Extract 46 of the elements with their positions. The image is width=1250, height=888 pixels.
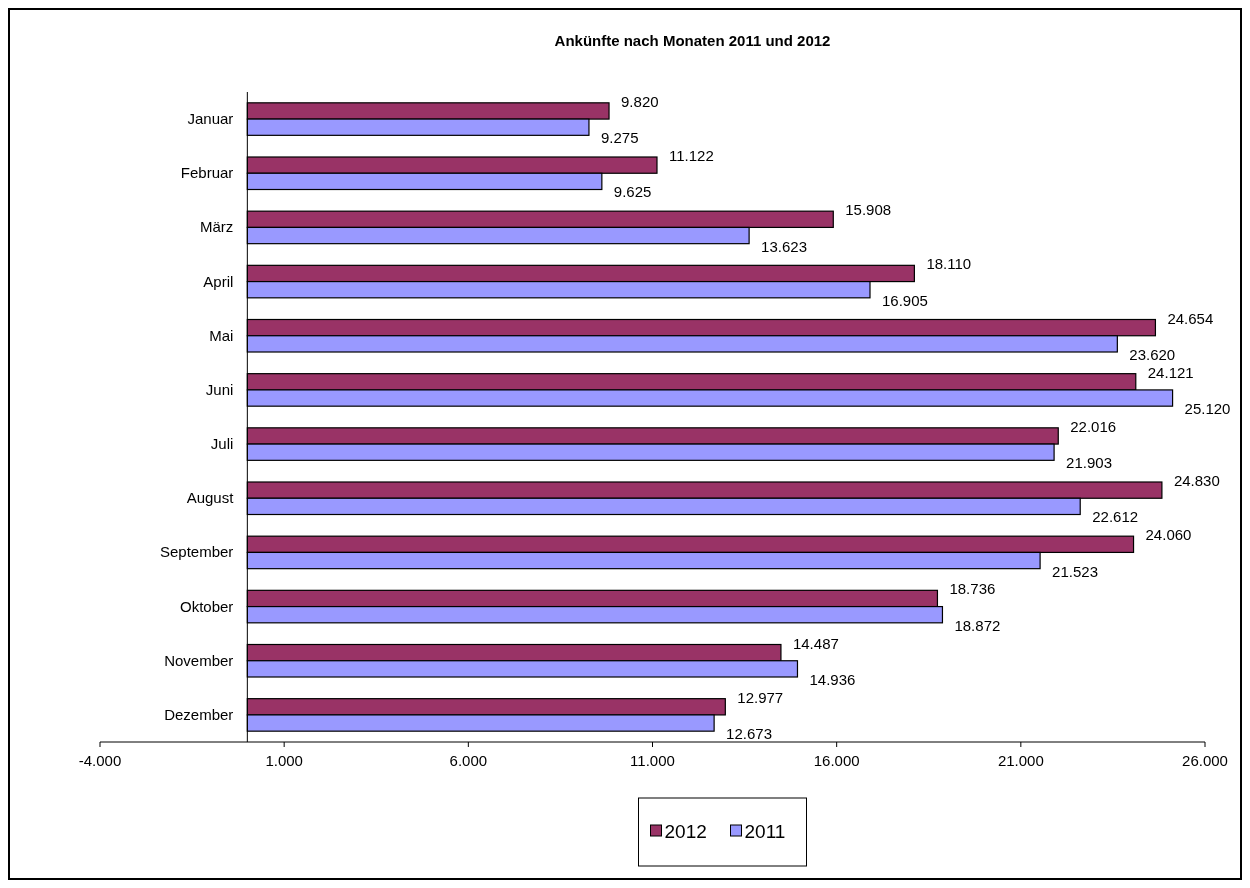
data-label: 9.820 xyxy=(621,92,659,110)
data-label: 25.120 xyxy=(1184,400,1231,418)
y-tick-label: November xyxy=(164,651,234,669)
legend-label: 2012 xyxy=(664,821,707,842)
y-tick-label: Januar xyxy=(187,110,234,128)
x-tick-label: -4.000 xyxy=(78,752,122,769)
chart-title: Ankünfte nach Monaten 2011 und 2012 xyxy=(554,32,831,49)
data-label: 23.620 xyxy=(1129,345,1176,363)
data-label: 18.872 xyxy=(954,616,1001,634)
y-tick-label: Oktober xyxy=(179,597,234,615)
data-label: 14.487 xyxy=(792,634,839,652)
y-tick-label: Mai xyxy=(209,326,234,344)
y-tick-label: Juni xyxy=(205,380,234,398)
legend-label: 2011 xyxy=(744,821,786,842)
data-label: 11.122 xyxy=(668,147,714,165)
data-label: 22.612 xyxy=(1092,508,1139,526)
y-tick-label: April xyxy=(203,272,234,290)
x-tick-label: 1.000 xyxy=(265,752,303,769)
x-tick-label: 16.000 xyxy=(813,752,860,769)
data-label: 21.523 xyxy=(1052,562,1098,580)
x-tick-label: 21.000 xyxy=(997,752,1044,769)
y-tick-label: Februar xyxy=(180,164,234,182)
data-label: 16.905 xyxy=(882,291,928,309)
data-label: 24.654 xyxy=(1167,309,1214,327)
data-label: 13.623 xyxy=(761,237,807,255)
x-tick-label: 26.000 xyxy=(1182,752,1228,769)
data-label: 24.830 xyxy=(1173,472,1220,490)
data-label: 12.673 xyxy=(726,725,773,743)
data-label: 9.275 xyxy=(600,129,639,147)
data-label: 9.625 xyxy=(613,183,652,201)
data-label: 24.121 xyxy=(1147,363,1194,381)
data-label: 24.060 xyxy=(1145,526,1192,544)
y-tick-label: September xyxy=(159,543,234,561)
data-label: 12.977 xyxy=(737,688,784,706)
data-label: 15.908 xyxy=(845,201,892,219)
y-tick-label: März xyxy=(199,218,234,236)
data-label: 14.936 xyxy=(809,670,856,688)
data-label: 18.110 xyxy=(926,255,972,273)
data-label: 18.736 xyxy=(949,580,996,598)
data-label: 21.903 xyxy=(1066,454,1112,472)
y-tick-label: Juli xyxy=(210,435,234,453)
y-tick-label: Dezember xyxy=(164,705,234,723)
y-tick-label: August xyxy=(186,489,235,507)
x-tick-label: 11.000 xyxy=(630,752,675,769)
data-label: 22.016 xyxy=(1070,417,1117,435)
x-tick-label: 6.000 xyxy=(449,752,488,769)
